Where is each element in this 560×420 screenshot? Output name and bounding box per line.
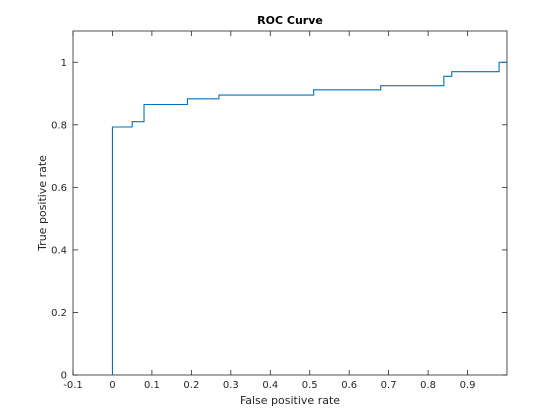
x-tick-label: 0.8 xyxy=(420,380,436,391)
y-tick-label: 0.4 xyxy=(51,245,67,256)
x-tick-label: 0.6 xyxy=(341,380,357,391)
chart-title: ROC Curve xyxy=(257,14,323,27)
axis-ticks: -0.1 0 0.1 0.2 0.3 0.4 0.5 0.6 0.7 0.8 0.900.20.40… xyxy=(51,31,507,391)
y-tick-label: 0.2 xyxy=(51,308,67,319)
x-tick-label: 0 xyxy=(109,380,115,391)
roc-curve-line xyxy=(111,61,507,375)
series-layer xyxy=(111,61,507,375)
y-tick-label: 1 xyxy=(61,58,67,69)
y-tick-label: 0.8 xyxy=(51,120,67,131)
x-tick-label: 0.3 xyxy=(223,380,239,391)
x-tick-label: 0.7 xyxy=(381,380,397,391)
y-tick-label: 0.6 xyxy=(51,183,67,194)
x-tick-label: 0.9 xyxy=(460,380,476,391)
x-tick-label: 0.2 xyxy=(183,380,199,391)
y-axis-label: True positive rate xyxy=(36,155,49,252)
plot-frame xyxy=(72,30,508,376)
y-tick-label: 0 xyxy=(61,371,67,382)
x-tick-label: -0.1 xyxy=(63,380,83,391)
x-tick-label: 0.1 xyxy=(144,380,160,391)
x-axis-label: False positive rate xyxy=(240,394,340,407)
x-tick-label: 0.5 xyxy=(302,380,318,391)
x-tick-label: 0.4 xyxy=(262,380,278,391)
